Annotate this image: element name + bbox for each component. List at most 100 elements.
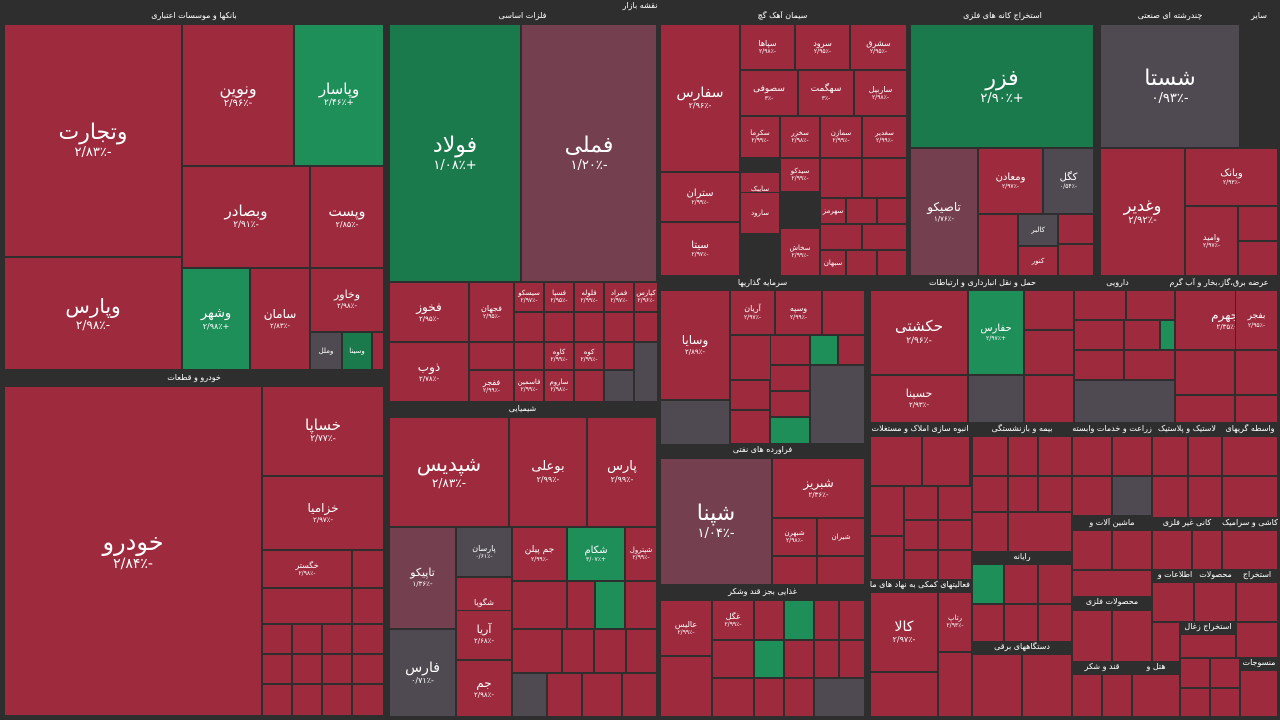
stock-tile-small[interactable] [1192,530,1222,570]
stock-tile-small[interactable] [904,550,938,580]
stock-tile[interactable]: عالیس -۲/۹۹٪ [660,600,712,656]
stock-tile[interactable]: ومعادن -۲/۹۷٪ [978,148,1043,214]
stock-tile-small[interactable] [292,684,322,716]
stock-tile-small[interactable] [754,600,784,640]
stock-tile-small[interactable] [754,678,784,717]
stock-tile-small[interactable] [1180,658,1210,688]
stock-tile-small[interactable] [1240,670,1278,717]
stock-tile-small[interactable] [839,600,865,640]
stock-tile[interactable]: وغدیر -۲/۹۲٪ [1100,148,1185,276]
stock-tile-small[interactable] [938,520,972,550]
stock-tile[interactable]: ساروم -۲/۹۸٪ [544,370,574,402]
stock-tile[interactable]: وملل [310,332,342,370]
stock-tile-small[interactable] [846,250,877,276]
stock-tile-small[interactable] [839,640,865,678]
stock-tile-small[interactable] [730,410,770,444]
stock-tile[interactable]: آریا -۲/۶۸٪ [456,610,512,660]
stock-tile-small[interactable] [595,581,625,629]
stock-tile[interactable]: آریان -۲/۹۷٪ [730,290,775,335]
stock-tile-small[interactable] [262,654,292,684]
stock-tile[interactable]: شکام +۳/۰۷٪ [567,527,625,581]
stock-tile-small[interactable] [469,342,514,370]
stock-tile[interactable]: وامید -۲/۹۷٪ [1185,206,1238,276]
stock-tile-small[interactable] [372,332,384,370]
stock-tile-small[interactable] [512,673,547,717]
stock-tile-small[interactable] [625,581,657,629]
stock-tile-small[interactable] [604,342,634,370]
stock-tile[interactable]: شیران [817,518,865,556]
stock-tile[interactable]: وپارس -۲/۹۸٪ [4,257,182,370]
stock-tile[interactable]: سصوفی -۳٪ [740,70,798,116]
stock-tile[interactable]: ففجر -۲/۹۹٪ [469,370,514,402]
stock-tile[interactable]: خزامیا -۲/۹۷٪ [262,476,384,550]
stock-tile-small[interactable] [1132,674,1180,717]
stock-tile[interactable]: سکرما -۲/۹۹٪ [740,116,780,158]
stock-tile-small[interactable] [1024,290,1074,330]
stock-tile[interactable]: فولاد +۱/۰۸٪ [389,24,521,282]
stock-tile-small[interactable] [1072,476,1112,516]
stock-tile-small[interactable] [1180,634,1236,658]
stock-tile-small[interactable] [754,640,784,678]
stock-tile-small[interactable] [1072,610,1112,662]
stock-tile[interactable]: خساپا -۲/۷۷٪ [262,386,384,476]
stock-tile[interactable]: فزر +۲/۹۰٪ [910,24,1094,148]
stock-tile-small[interactable] [1102,674,1132,717]
stock-tile-small[interactable] [1058,244,1094,276]
stock-tile[interactable]: وتجارت -۲/۸۳٪ [4,24,182,257]
stock-tile-small[interactable] [1008,512,1072,552]
stock-tile-small[interactable] [1072,436,1112,476]
stock-tile-small[interactable] [1038,564,1072,604]
stock-tile-small[interactable] [968,375,1024,423]
stock-tile-small[interactable] [784,678,814,717]
stock-tile[interactable]: ساربیل -۲/۹۸٪ [854,70,907,116]
stock-tile-small[interactable] [1235,350,1278,395]
stock-tile[interactable]: سشرق -۲/۹۵٪ [850,24,907,70]
stock-tile-small[interactable] [814,640,839,678]
stock-tile-small[interactable] [810,365,865,444]
stock-tile[interactable]: خگستر -۲/۹۸٪ [262,550,352,588]
stock-tile-small[interactable] [972,654,1022,717]
stock-tile-small[interactable] [634,312,658,342]
stock-tile[interactable]: کپارس -۲/۹۶٪ [634,282,658,312]
stock-tile-small[interactable] [870,436,922,486]
stock-tile-small[interactable] [810,335,838,365]
stock-tile-small[interactable] [1126,290,1175,320]
stock-tile[interactable]: سهرمز [820,198,846,224]
stock-tile-small[interactable] [870,536,904,580]
stock-tile[interactable]: سامان -۲/۸۳٪ [250,268,310,370]
stock-tile-small[interactable] [1175,395,1235,423]
stock-tile-small[interactable] [870,672,938,717]
stock-tile-small[interactable] [262,588,352,624]
stock-tile[interactable]: بوعلی -۲/۹۹٪ [509,417,587,527]
stock-tile-small[interactable] [547,673,582,717]
stock-tile-small[interactable] [660,656,712,717]
stock-tile-small[interactable] [838,335,865,365]
stock-tile[interactable]: تاصیکو -۱/۷۶٪ [910,148,978,276]
stock-tile-small[interactable] [1024,375,1074,423]
stock-tile-small[interactable] [1222,476,1278,518]
stock-tile[interactable]: فمراد -۲/۹۷٪ [604,282,634,312]
stock-tile[interactable]: ذوب -۲/۷۸٪ [389,342,469,402]
stock-tile-small[interactable] [1022,654,1072,717]
stock-tile-small[interactable] [877,250,907,276]
stock-tile-small[interactable] [938,550,972,580]
stock-tile[interactable]: سارود [740,192,780,234]
stock-tile-small[interactable] [512,629,562,673]
stock-tile[interactable]: وسپه -۲/۹۹٪ [775,290,822,335]
stock-tile[interactable]: سیدکو -۲/۹۹٪ [780,158,820,192]
stock-tile-small[interactable] [1236,622,1278,658]
stock-tile[interactable]: حفارس +۲/۹۷٪ [968,290,1024,375]
stock-tile-small[interactable] [574,312,604,342]
stock-tile-small[interactable] [1210,688,1240,717]
stock-tile-small[interactable] [820,158,862,198]
stock-tile-small[interactable] [1112,610,1152,662]
stock-tile-small[interactable] [1222,436,1278,476]
stock-tile[interactable]: سخزر -۲/۹۸٪ [780,116,820,158]
stock-tile[interactable]: وسایا -۲/۸۹٪ [660,290,730,400]
stock-tile-small[interactable] [1004,604,1038,642]
stock-tile-small[interactable] [1038,436,1072,476]
stock-tile-small[interactable] [322,654,352,684]
stock-tile-small[interactable] [814,600,839,640]
stock-tile-small[interactable] [1074,320,1124,350]
stock-tile-small[interactable] [512,581,567,629]
